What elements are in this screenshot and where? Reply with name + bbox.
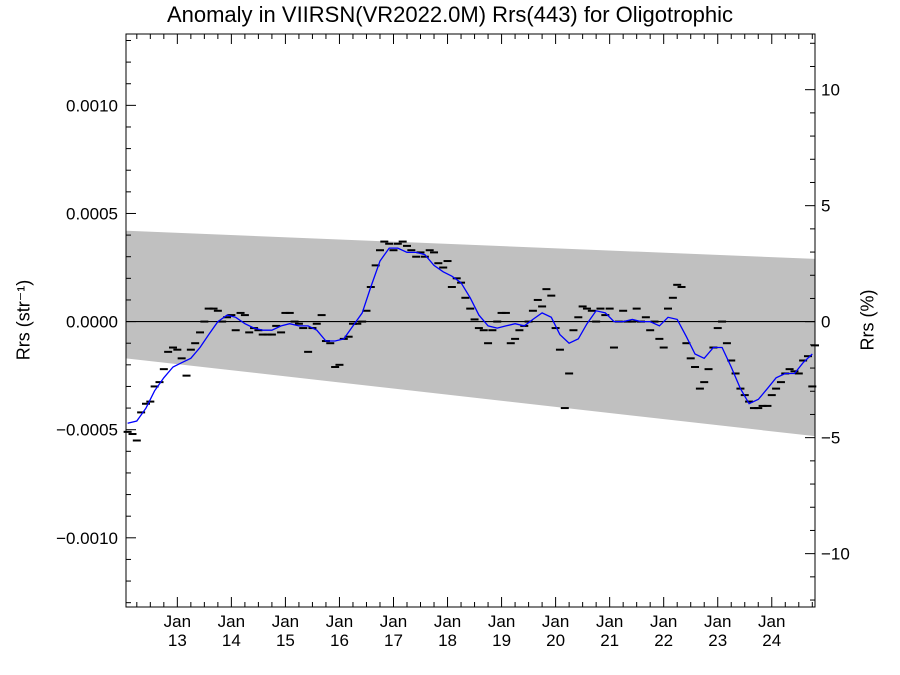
y-right-tick-label: −10 [821, 545, 850, 564]
x-tick-month-label: Jan [488, 612, 515, 631]
y-left-tick-label: −0.0005 [56, 421, 118, 440]
y-left-tick-label: 0.0005 [66, 204, 118, 223]
plot-frame [125, 33, 816, 608]
y-left-tick-label: −0.0010 [56, 529, 118, 548]
x-tick-month-label: Jan [272, 612, 299, 631]
x-tick-year-label: 23 [708, 631, 727, 650]
x-tick-year-label: 14 [222, 631, 241, 650]
y-right-tick-label: 0 [821, 313, 830, 332]
x-tick-month-label: Jan [218, 612, 245, 631]
x-tick-year-label: 21 [600, 631, 619, 650]
y-left-tick-label: 0.0010 [66, 96, 118, 115]
x-tick-month-label: Jan [650, 612, 677, 631]
x-tick-year-label: 18 [438, 631, 457, 650]
x-tick-month-label: Jan [704, 612, 731, 631]
x-tick-year-label: 16 [330, 631, 349, 650]
x-tick-year-label: 24 [762, 631, 781, 650]
x-tick-month-label: Jan [542, 612, 569, 631]
chart-title: Anomaly in VIIRSN(VR2022.0M) Rrs(443) fo… [166, 2, 734, 27]
x-tick-month-label: Jan [326, 612, 353, 631]
x-tick-month-label: Jan [164, 612, 191, 631]
y-left-tick-label: 0.0000 [66, 313, 118, 332]
x-tick-year-label: 13 [168, 631, 187, 650]
x-tick-year-label: 15 [276, 631, 295, 650]
x-tick-month-label: Jan [434, 612, 461, 631]
y-right-tick-label: 10 [821, 81, 840, 100]
x-tick-month-label: Jan [596, 612, 623, 631]
y-right-tick-label: 5 [821, 197, 830, 216]
x-tick-month-label: Jan [380, 612, 407, 631]
uncertainty-band [126, 230, 815, 437]
x-tick-year-label: 19 [492, 631, 511, 650]
x-tick-month-label: Jan [758, 612, 785, 631]
x-tick-year-label: 20 [546, 631, 565, 650]
smoothed-series-line [127, 247, 813, 424]
x-tick-year-label: 22 [654, 631, 673, 650]
x-tick-year-label: 17 [384, 631, 403, 650]
y-right-tick-label: −5 [821, 429, 840, 448]
